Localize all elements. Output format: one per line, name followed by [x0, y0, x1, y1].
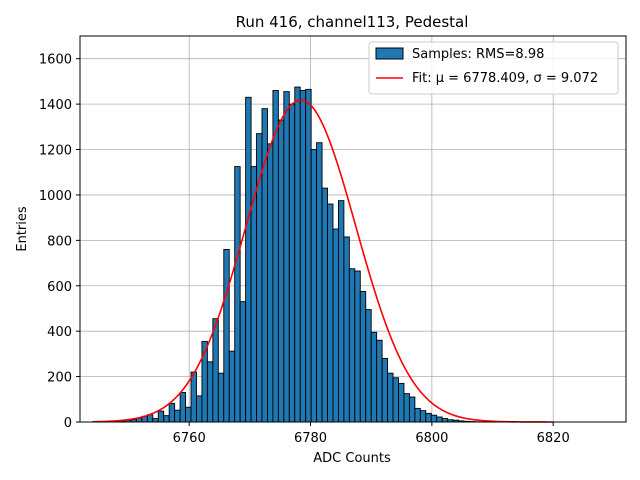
- x-tick-label: 6760: [173, 431, 206, 446]
- histogram-bar: [376, 339, 383, 423]
- histogram-bar: [228, 350, 236, 423]
- histogram-bar: [234, 166, 241, 423]
- legend: Samples: RMS=8.98 Fit: μ = 6778.409, σ =…: [368, 41, 619, 95]
- histogram-bar: [152, 418, 159, 423]
- histogram-bar: [212, 318, 219, 423]
- histogram-bar: [245, 96, 252, 423]
- histogram-bar: [381, 357, 389, 423]
- histogram-bar: [343, 236, 350, 423]
- histogram-bars: [114, 86, 481, 423]
- histogram-bar: [299, 90, 307, 423]
- axis-ticks: 6760 6780 6800 6820 0 200 400 600 800 1000 1200 140…: [39, 53, 570, 446]
- y-tick-label: 0: [64, 416, 72, 431]
- x-axis-label: ADC Counts: [313, 451, 391, 466]
- x-tick-label: 6800: [415, 431, 448, 446]
- histogram-bar: [277, 119, 285, 423]
- y-tick-label: 1200: [39, 144, 72, 159]
- histogram-bar: [392, 377, 399, 423]
- histogram-bar: [398, 382, 405, 423]
- histogram-bar: [206, 361, 214, 423]
- x-tick-label: 6820: [537, 431, 570, 446]
- histogram-bar: [436, 416, 443, 423]
- histogram-bar: [157, 410, 165, 423]
- histogram-bar: [196, 395, 203, 423]
- histogram-bar: [272, 90, 279, 423]
- histogram-bar: [256, 133, 263, 423]
- histogram-bar: [310, 149, 318, 423]
- histogram-bar: [190, 371, 197, 423]
- histogram-bar: [316, 142, 323, 423]
- histogram-bar: [223, 248, 230, 423]
- histogram-bar: [414, 407, 421, 423]
- legend-bars-label: Samples: RMS=8.98: [412, 47, 544, 62]
- histogram-bar: [327, 203, 334, 423]
- histogram-bar: [174, 409, 181, 423]
- histogram-bar: [321, 187, 328, 423]
- histogram-bar: [185, 406, 192, 423]
- histogram-bar: [337, 200, 345, 423]
- histogram-bar: [168, 402, 176, 423]
- histogram-bar: [419, 410, 427, 423]
- y-tick-label: 200: [47, 371, 72, 386]
- histogram-bar: [370, 331, 378, 423]
- histogram-bar: [430, 414, 438, 423]
- legend-box: [368, 41, 619, 95]
- histogram-bar: [425, 412, 432, 423]
- histogram-bar: [217, 372, 225, 423]
- plot-frame: [79, 35, 627, 423]
- y-axis-label: Entries: [15, 206, 30, 252]
- histogram-bar: [387, 372, 394, 423]
- histogram-bar: [332, 228, 339, 423]
- chart-title: Run 416, channel113, Pedestal: [236, 13, 469, 31]
- histogram-bar: [294, 86, 301, 423]
- histogram-bar: [267, 143, 274, 423]
- histogram-bar: [179, 392, 187, 423]
- histogram-bar: [288, 103, 296, 423]
- y-tick-label: 400: [47, 325, 72, 340]
- histogram-bar: [305, 88, 312, 423]
- histogram-bar: [365, 309, 372, 423]
- histogram-bar: [348, 268, 356, 423]
- y-tick-label: 1400: [39, 98, 72, 113]
- histogram-bar: [359, 290, 367, 423]
- histogram-bar: [403, 393, 410, 423]
- y-tick-label: 1600: [39, 53, 72, 68]
- x-tick-label: 6780: [294, 431, 327, 446]
- y-tick-label: 1000: [39, 189, 72, 204]
- histogram-bar: [283, 91, 290, 423]
- histogram-bar: [408, 396, 416, 423]
- y-tick-label: 600: [47, 280, 72, 295]
- histogram-bar: [441, 418, 449, 423]
- y-tick-label: 800: [47, 234, 72, 249]
- fit-curve: [92, 99, 554, 423]
- histogram-bar: [163, 415, 170, 423]
- legend-bars-swatch: [375, 47, 404, 60]
- histogram-bar: [239, 301, 247, 423]
- histogram-bar: [354, 270, 361, 423]
- legend-fit-label: Fit: μ = 6778.409, σ = 9.072: [412, 71, 598, 86]
